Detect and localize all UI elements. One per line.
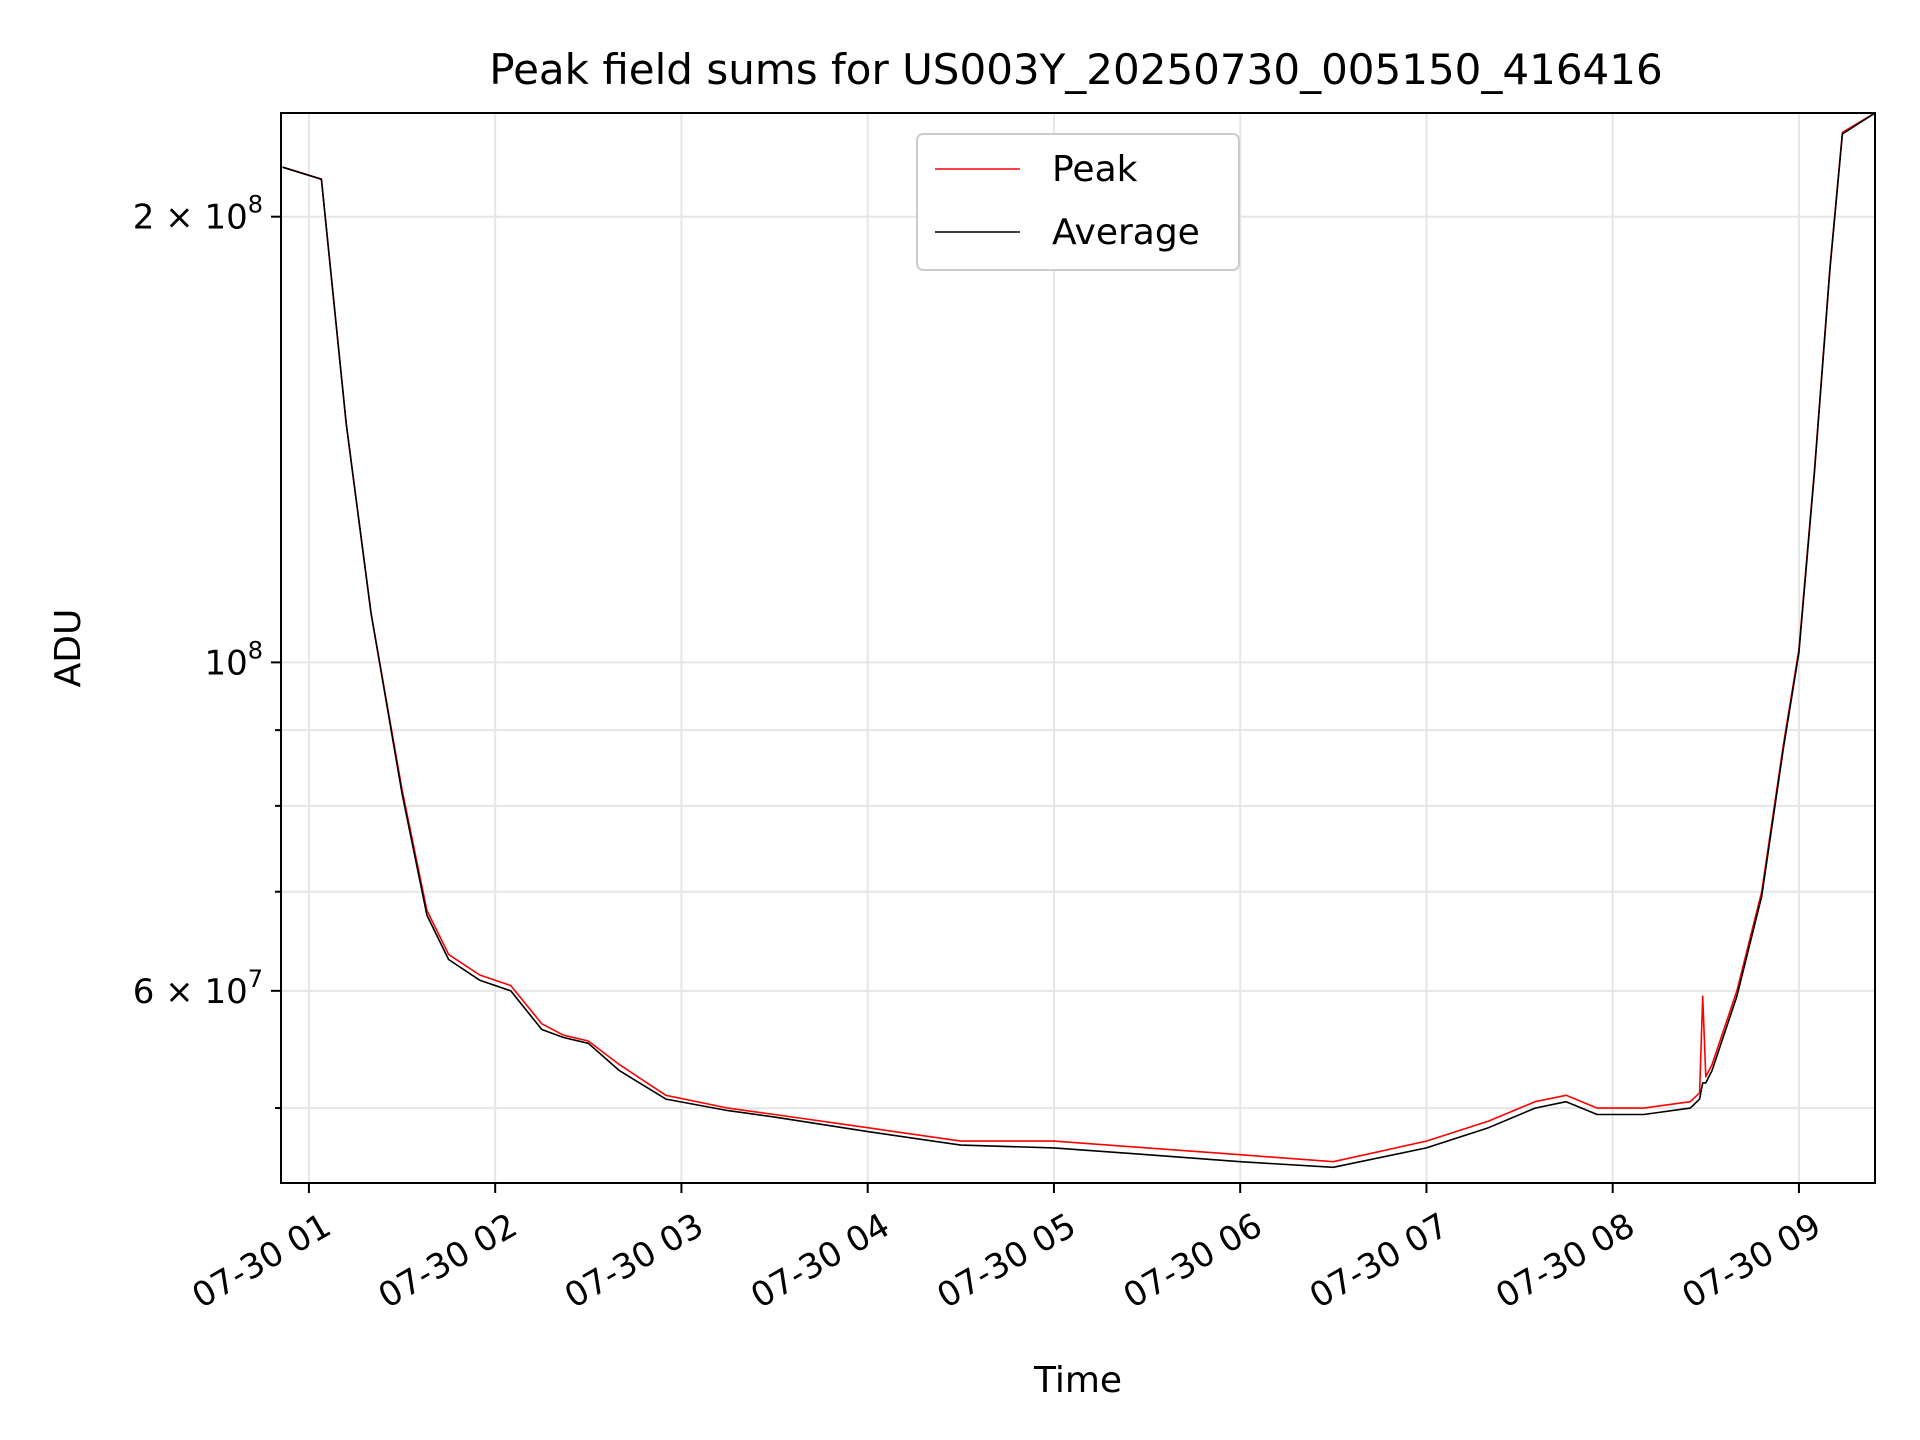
legend: Peak Average — [916, 133, 1240, 271]
plot-frame — [280, 112, 1876, 1184]
y-axis-label: ADU — [48, 609, 89, 688]
x-axis-label: Time — [1033, 1360, 1122, 1401]
legend-box — [916, 133, 1240, 271]
y-tick-label-exponent: 8 — [248, 636, 263, 664]
legend-label-average: Average — [1052, 212, 1200, 253]
y-tick-label-exponent: 8 — [248, 191, 263, 219]
y-tick-label: 2 × 108 — [133, 191, 263, 238]
series-line-average — [282, 113, 1875, 1169]
y-tick-label: 6 × 107 — [133, 965, 263, 1012]
series-line-peak — [282, 113, 1875, 1163]
chart-title: Peak field sums for US003Y_20250730_0051… — [489, 45, 1662, 94]
series-layer — [282, 113, 1875, 1169]
legend-label-peak: Peak — [1052, 149, 1138, 190]
y-tick-label-base: 10 — [204, 643, 247, 683]
y-tick-label-base: 6 × 10 — [133, 972, 248, 1012]
y-tick-label: 108 — [204, 636, 263, 683]
y-tick-label-exponent: 7 — [248, 965, 263, 993]
y-tick-label-base: 2 × 10 — [133, 198, 248, 238]
